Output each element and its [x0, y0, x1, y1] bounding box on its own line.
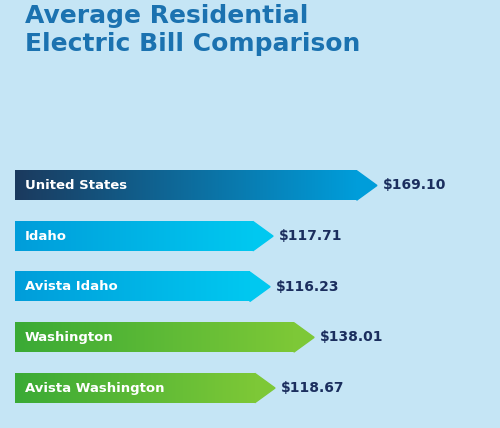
Text: $117.71: $117.71	[279, 229, 342, 243]
Text: $138.01: $138.01	[320, 330, 384, 345]
Polygon shape	[253, 221, 273, 251]
Text: $116.23: $116.23	[276, 280, 340, 294]
Text: Idaho: Idaho	[25, 229, 67, 243]
Text: United States: United States	[25, 179, 127, 192]
Polygon shape	[250, 272, 270, 301]
Text: Avista Washington: Avista Washington	[25, 381, 164, 395]
Polygon shape	[356, 171, 377, 200]
Text: Average Residential
Electric Bill Comparison: Average Residential Electric Bill Compar…	[25, 4, 360, 56]
Text: $169.10: $169.10	[383, 178, 446, 193]
Text: Avista Idaho: Avista Idaho	[25, 280, 118, 293]
Text: Washington: Washington	[25, 331, 114, 344]
Polygon shape	[294, 323, 314, 352]
Text: $118.67: $118.67	[281, 381, 344, 395]
Polygon shape	[255, 373, 275, 403]
